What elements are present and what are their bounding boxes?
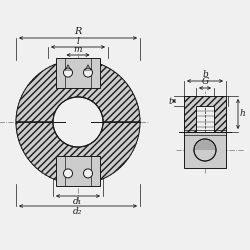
Circle shape <box>64 68 72 77</box>
Circle shape <box>194 139 216 161</box>
Bar <box>56 58 100 88</box>
Bar <box>56 156 100 186</box>
Text: b: b <box>202 70 208 79</box>
Circle shape <box>64 169 72 178</box>
Circle shape <box>84 169 92 178</box>
Circle shape <box>53 97 103 147</box>
Text: h: h <box>240 110 246 118</box>
Wedge shape <box>195 140 215 150</box>
Polygon shape <box>16 60 140 122</box>
Bar <box>184 96 226 168</box>
Text: G: G <box>202 78 208 86</box>
Text: R: R <box>74 27 82 36</box>
Text: d₁: d₁ <box>73 198 83 206</box>
Bar <box>196 106 214 132</box>
Text: d₂: d₂ <box>73 208 83 216</box>
Bar <box>184 96 226 132</box>
Polygon shape <box>16 122 140 184</box>
Circle shape <box>84 68 92 77</box>
Text: m: m <box>74 44 82 54</box>
Text: t: t <box>168 96 172 106</box>
Text: l: l <box>76 36 80 46</box>
